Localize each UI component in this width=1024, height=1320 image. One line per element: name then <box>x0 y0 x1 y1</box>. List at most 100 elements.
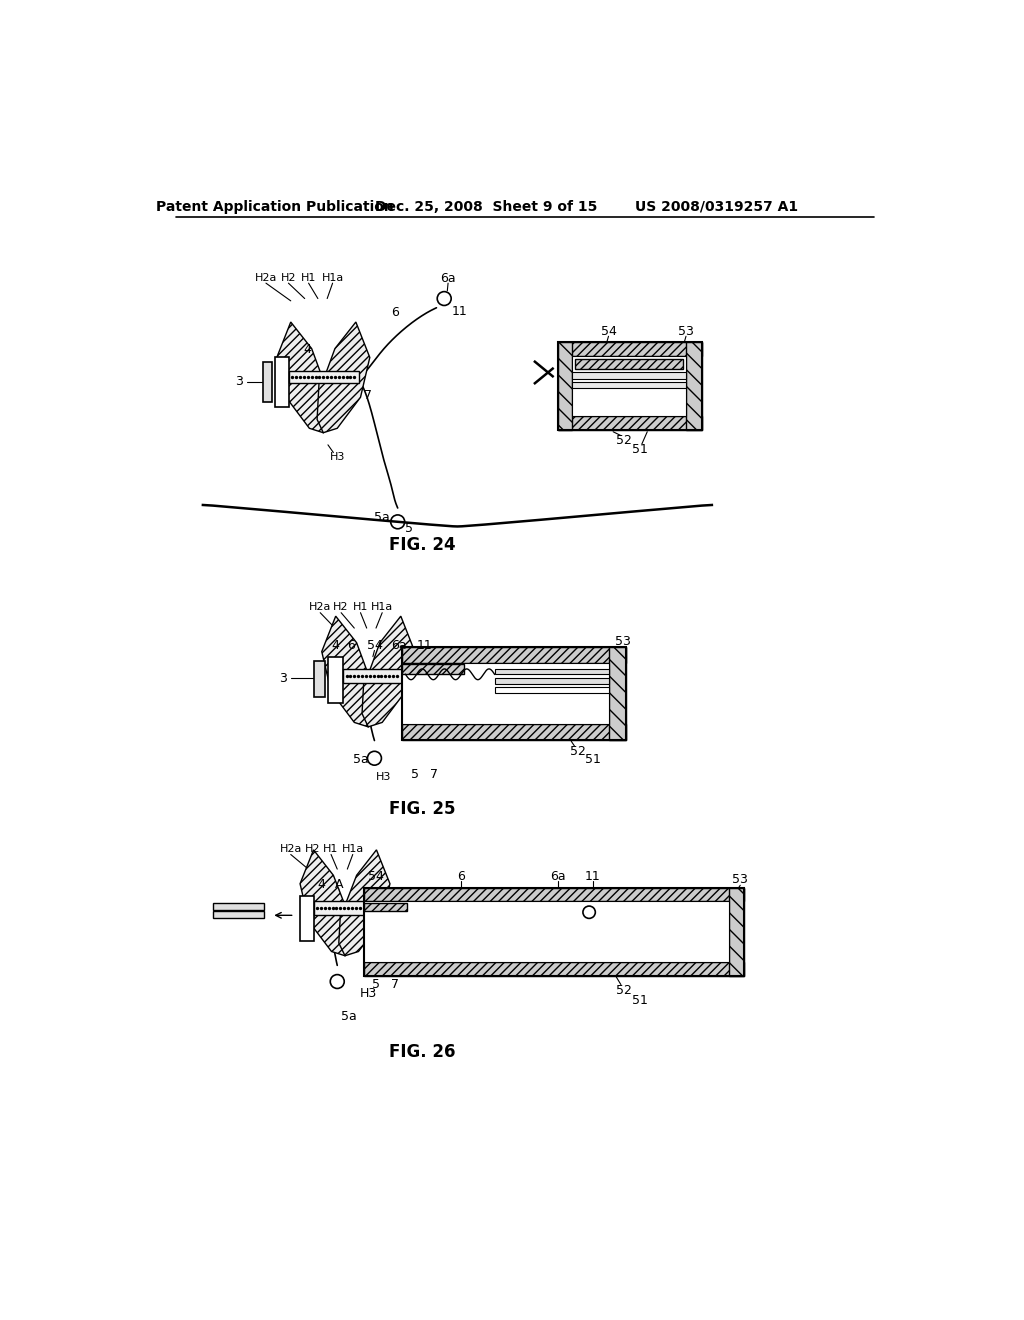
Text: 52: 52 <box>616 434 632 447</box>
Bar <box>263 363 272 403</box>
Polygon shape <box>401 647 627 663</box>
Text: H2a: H2a <box>309 602 332 612</box>
Polygon shape <box>300 850 351 956</box>
Text: FIG. 25: FIG. 25 <box>389 800 456 818</box>
Polygon shape <box>322 616 375 727</box>
Text: H2: H2 <box>305 843 321 854</box>
Text: 51: 51 <box>632 444 647 455</box>
Bar <box>495 678 609 684</box>
Text: 6: 6 <box>458 870 465 883</box>
Text: 5a: 5a <box>341 1010 356 1023</box>
Text: B: B <box>306 908 314 921</box>
Text: Dec. 25, 2008  Sheet 9 of 15: Dec. 25, 2008 Sheet 9 of 15 <box>375 199 597 214</box>
Text: 4: 4 <box>332 639 340 652</box>
Text: H3: H3 <box>330 453 345 462</box>
Text: H1: H1 <box>301 273 316 282</box>
Text: H3: H3 <box>376 772 391 781</box>
Bar <box>365 902 729 962</box>
Polygon shape <box>401 725 627 739</box>
Bar <box>572 372 686 379</box>
Text: 5: 5 <box>406 521 414 535</box>
Bar <box>275 358 289 407</box>
Text: 53: 53 <box>614 635 631 648</box>
Text: 11: 11 <box>416 639 432 652</box>
Bar <box>401 664 464 673</box>
Polygon shape <box>558 342 701 355</box>
Polygon shape <box>365 887 744 902</box>
Bar <box>558 342 701 430</box>
Text: H3: H3 <box>359 987 377 1001</box>
Bar <box>300 896 314 941</box>
Text: 3: 3 <box>280 672 287 685</box>
Polygon shape <box>558 342 572 430</box>
Bar <box>314 902 365 915</box>
Circle shape <box>368 751 381 766</box>
Polygon shape <box>276 322 330 433</box>
Circle shape <box>391 515 404 529</box>
Text: 7: 7 <box>430 768 438 781</box>
Text: H1a: H1a <box>322 273 344 282</box>
Text: 5a: 5a <box>375 511 390 524</box>
Polygon shape <box>317 322 370 433</box>
Text: 53: 53 <box>732 874 749 887</box>
Text: US 2008/0319257 A1: US 2008/0319257 A1 <box>636 199 799 214</box>
Bar <box>401 663 609 725</box>
Text: 7: 7 <box>365 389 373 403</box>
Text: 7: 7 <box>391 978 399 991</box>
Text: 11: 11 <box>452 305 468 318</box>
Bar <box>213 903 263 909</box>
Bar <box>572 381 686 388</box>
Text: 3: 3 <box>228 903 237 916</box>
Circle shape <box>437 292 452 305</box>
Bar <box>365 887 744 977</box>
Bar <box>572 355 686 416</box>
Text: 4: 4 <box>317 878 326 891</box>
Bar <box>343 669 401 682</box>
Text: H1a: H1a <box>342 843 364 854</box>
Text: 51: 51 <box>585 754 601 767</box>
Bar <box>575 359 683 370</box>
Bar <box>328 656 343 702</box>
Text: 5: 5 <box>411 768 419 781</box>
Polygon shape <box>365 962 744 977</box>
Bar <box>495 688 609 693</box>
Text: 6: 6 <box>347 639 355 652</box>
Polygon shape <box>729 887 744 977</box>
Text: FIG. 24: FIG. 24 <box>389 536 456 554</box>
Text: 52: 52 <box>616 983 632 997</box>
Text: 51: 51 <box>632 994 647 1007</box>
Text: 52: 52 <box>569 744 586 758</box>
Text: H1a: H1a <box>371 602 393 612</box>
Text: 53: 53 <box>678 325 694 338</box>
Circle shape <box>583 906 595 919</box>
Text: H1: H1 <box>353 602 369 612</box>
Text: 3: 3 <box>234 375 243 388</box>
Text: FIG. 26: FIG. 26 <box>389 1043 456 1060</box>
Text: 6a: 6a <box>440 272 456 285</box>
Bar <box>289 371 359 383</box>
Bar <box>213 911 263 919</box>
Text: 5a: 5a <box>352 754 369 767</box>
Polygon shape <box>558 416 701 430</box>
Text: 5: 5 <box>372 978 380 991</box>
Bar <box>314 661 325 697</box>
Text: A: A <box>335 878 343 891</box>
Text: 6: 6 <box>391 306 399 319</box>
Text: 11: 11 <box>585 870 601 883</box>
Text: 54: 54 <box>368 870 384 883</box>
Text: 54: 54 <box>367 639 382 652</box>
Bar <box>495 669 609 675</box>
Polygon shape <box>609 647 627 739</box>
Text: 4: 4 <box>304 343 311 356</box>
Text: H2: H2 <box>281 273 296 282</box>
Text: Patent Application Publication: Patent Application Publication <box>157 199 394 214</box>
Text: 6a: 6a <box>550 870 566 883</box>
Text: H2a: H2a <box>280 843 302 854</box>
Text: H2: H2 <box>334 602 349 612</box>
Text: 54: 54 <box>600 325 616 338</box>
Text: H2a: H2a <box>255 273 278 282</box>
Bar <box>365 903 407 911</box>
Circle shape <box>331 974 344 989</box>
Bar <box>401 647 627 739</box>
Text: H1: H1 <box>324 843 339 854</box>
